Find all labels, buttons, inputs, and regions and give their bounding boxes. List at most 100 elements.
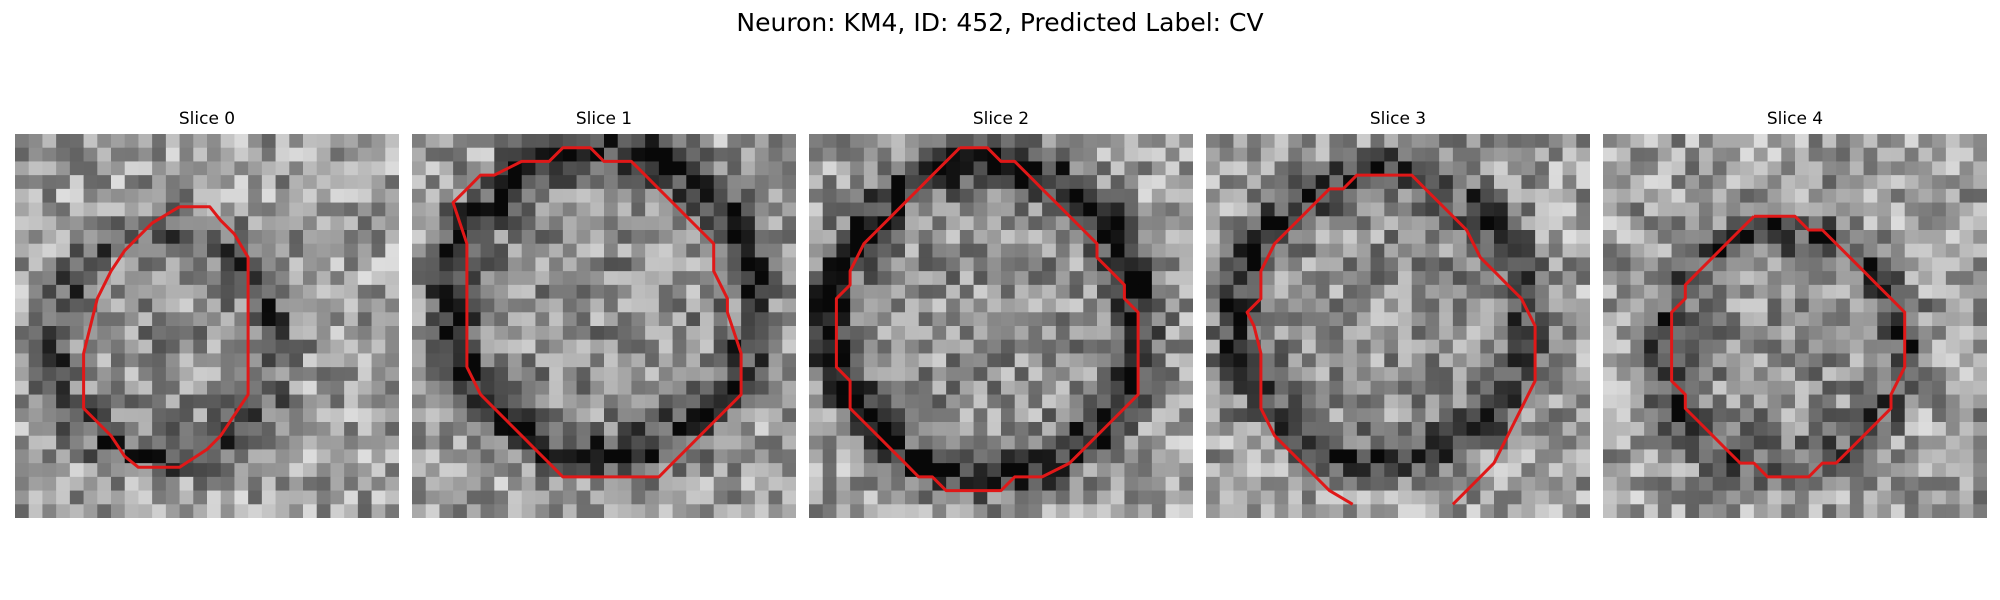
- image-pixel: [425, 380, 440, 395]
- image-pixel: [1521, 408, 1536, 423]
- image-pixel: [645, 147, 660, 162]
- image-pixel: [1822, 188, 1837, 203]
- image-pixel: [28, 353, 43, 368]
- image-pixel: [782, 134, 796, 149]
- image-pixel: [1370, 353, 1385, 368]
- image-pixel: [822, 202, 837, 217]
- image-pixel: [727, 353, 742, 368]
- image-pixel: [1753, 188, 1768, 203]
- image-pixel: [891, 435, 906, 450]
- image-pixel: [1219, 216, 1234, 231]
- image-pixel: [453, 161, 468, 176]
- image-pixel: [1302, 504, 1317, 518]
- image-pixel: [1616, 490, 1631, 505]
- image-pixel: [987, 175, 1002, 190]
- image-pixel: [1165, 175, 1180, 190]
- image-pixel: [727, 216, 742, 231]
- image-pixel: [1630, 353, 1645, 368]
- image-pixel: [713, 435, 728, 450]
- image-pixel: [1274, 147, 1289, 162]
- image-pixel: [959, 339, 974, 354]
- image-pixel: [822, 257, 837, 272]
- image-pixel: [508, 435, 523, 450]
- image-pixel: [1151, 216, 1166, 231]
- image-pixel: [1535, 298, 1550, 313]
- image-pixel: [1014, 422, 1029, 437]
- image-pixel: [535, 161, 550, 176]
- image-pixel: [932, 339, 947, 354]
- image-pixel: [69, 449, 84, 464]
- image-pixel: [111, 216, 126, 231]
- image-pixel: [1055, 147, 1070, 162]
- image-pixel: [987, 353, 1002, 368]
- image-pixel: [1521, 147, 1536, 162]
- image-pixel: [1822, 422, 1837, 437]
- image-pixel: [1439, 380, 1454, 395]
- image-pixel: [466, 216, 481, 231]
- image-pixel: [576, 408, 591, 423]
- image-pixel: [782, 394, 796, 409]
- image-pixel: [28, 380, 43, 395]
- image-pixel: [1001, 175, 1016, 190]
- image-pixel: [1740, 175, 1755, 190]
- image-pixel: [1918, 298, 1933, 313]
- image-pixel: [1521, 243, 1536, 258]
- image-pixel: [1055, 504, 1070, 518]
- image-pixel: [863, 271, 878, 286]
- image-pixel: [850, 202, 865, 217]
- image-pixel: [1973, 353, 1987, 368]
- image-pixel: [631, 422, 646, 437]
- image-pixel: [1699, 504, 1714, 518]
- image-pixel: [1452, 394, 1467, 409]
- image-pixel: [371, 312, 386, 327]
- image-pixel: [1535, 175, 1550, 190]
- image-pixel: [1863, 476, 1878, 491]
- image-pixel: [1356, 312, 1371, 327]
- image-pixel: [69, 298, 84, 313]
- image-pixel: [97, 435, 112, 450]
- image-pixel: [1356, 188, 1371, 203]
- image-pixel: [1356, 463, 1371, 478]
- image-pixel: [1973, 147, 1987, 162]
- image-pixel: [1699, 449, 1714, 464]
- image-pixel: [1836, 257, 1851, 272]
- image-pixel: [631, 271, 646, 286]
- image-pixel: [97, 408, 112, 423]
- image-pixel: [836, 380, 851, 395]
- image-pixel: [234, 312, 249, 327]
- image-pixel: [576, 435, 591, 450]
- image-pixel: [1247, 353, 1262, 368]
- image-pixel: [576, 463, 591, 478]
- image-pixel: [1452, 367, 1467, 382]
- image-pixel: [1165, 298, 1180, 313]
- image-pixel: [1603, 353, 1618, 368]
- image-pixel: [83, 353, 98, 368]
- image-pixel: [1466, 504, 1481, 518]
- image-pixel: [1808, 339, 1823, 354]
- image-pixel: [549, 284, 564, 299]
- image-pixel: [836, 147, 851, 162]
- image-pixel: [494, 216, 509, 231]
- image-pixel: [193, 476, 208, 491]
- image-pixel: [303, 188, 318, 203]
- image-pixel: [111, 188, 126, 203]
- image-pixel: [193, 408, 208, 423]
- image-pixel: [727, 202, 742, 217]
- image-pixel: [672, 490, 687, 505]
- image-pixel: [1165, 339, 1180, 354]
- image-pixel: [179, 161, 194, 176]
- image-pixel: [1439, 134, 1454, 149]
- image-pixel: [138, 339, 153, 354]
- image-pixel: [1671, 504, 1686, 518]
- image-pixel: [932, 449, 947, 464]
- image-pixel: [754, 298, 769, 313]
- image-pixel: [1260, 298, 1275, 313]
- image-pixel: [1274, 257, 1289, 272]
- image-pixel: [1494, 394, 1509, 409]
- image-pixel: [1521, 230, 1536, 245]
- image-pixel: [1083, 476, 1098, 491]
- image-pixel: [97, 326, 112, 341]
- image-pixel: [412, 271, 427, 286]
- image-pixel: [1315, 435, 1330, 450]
- image-pixel: [1206, 284, 1221, 299]
